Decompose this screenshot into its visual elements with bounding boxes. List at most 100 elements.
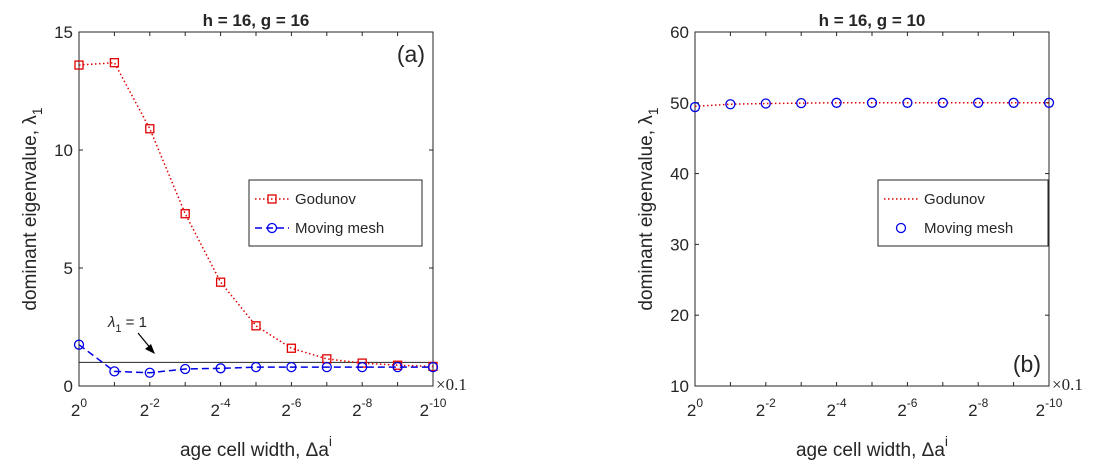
- data-point: [321, 361, 332, 373]
- legend-label: Moving mesh: [295, 220, 384, 237]
- x-tick-base: 2: [827, 401, 836, 420]
- data-point: [180, 363, 191, 375]
- series-godunov: [74, 58, 438, 372]
- data-point: [1043, 97, 1055, 108]
- data-point: [180, 209, 190, 219]
- chart-title: h = 16, g = 10: [819, 11, 926, 30]
- data-point: [866, 97, 878, 108]
- x-tick-label: 2-2: [756, 396, 776, 420]
- ref-label-lambda: λ: [107, 314, 115, 331]
- data-point: [392, 361, 403, 373]
- data-point: [357, 361, 368, 373]
- x-axis-label: age cell width, Δai: [180, 433, 332, 461]
- data-point: [1008, 97, 1019, 108]
- y-axis-label: dominant eigenvalue, λ1: [20, 107, 45, 310]
- legend-marker: [267, 194, 277, 204]
- x-tick-exponent: 0: [80, 396, 87, 410]
- x-tick-base: 2: [1036, 401, 1045, 420]
- y-tick-label: 0: [64, 377, 73, 396]
- legend-marker: [266, 222, 278, 234]
- data-point: [215, 277, 226, 287]
- x-tick-label: 2-10: [420, 396, 447, 420]
- y-tick-label: 5: [64, 259, 73, 278]
- x-tick-base: 2: [352, 401, 361, 420]
- x-tick-base: 2: [687, 401, 696, 420]
- legend-label: Moving mesh: [924, 220, 1013, 237]
- y-axis-label-text: dominant eigenvalue, λ: [20, 115, 41, 311]
- legend-entry: Moving mesh: [255, 220, 384, 237]
- series-line: [78, 61, 434, 368]
- ref-label-rest: = 1: [122, 314, 147, 331]
- series-moving-mesh: [689, 97, 1055, 113]
- data-point: [109, 58, 120, 68]
- legend-entry: Moving mesh: [895, 220, 1013, 237]
- y-tick-label: 10: [670, 377, 689, 396]
- data-point: [760, 98, 771, 109]
- x-tick-base: 2: [897, 401, 906, 420]
- x-tick-base: 2: [420, 401, 429, 420]
- x-tick-base: 2: [71, 401, 80, 420]
- x-axis-label: age cell width, Δai: [796, 433, 948, 461]
- x-tick-label: 2-8: [352, 396, 372, 420]
- legend-box: [248, 179, 423, 247]
- data-point: [109, 366, 120, 377]
- legend: Godunov Moving mesh: [248, 179, 423, 247]
- legend-marker: [895, 222, 907, 234]
- y-tick-label: 15: [54, 23, 73, 42]
- y-tick-label: 50: [670, 94, 689, 113]
- y-axis: 0 5 10 15: [54, 23, 433, 396]
- x-axis-label-text: age cell width, Δa: [796, 440, 945, 461]
- x-tick-exponent: -2: [149, 396, 160, 410]
- x-tick-exponent: -6: [907, 396, 918, 410]
- x-tick-exponent: -10: [429, 396, 447, 410]
- series-line: [694, 102, 1049, 108]
- series-moving-mesh: [73, 339, 439, 378]
- data-point: [902, 97, 913, 108]
- data-point: [831, 97, 842, 108]
- data-point: [144, 367, 155, 378]
- x-tick-label: 20: [71, 396, 87, 420]
- chart-title: h = 16, g = 16: [203, 11, 310, 30]
- x-tick-base: 2: [281, 401, 290, 420]
- data-point: [215, 363, 226, 374]
- x-tick-exponent: -4: [220, 396, 231, 410]
- x-tick-base: 2: [968, 401, 977, 420]
- y-tick-label: 40: [670, 165, 689, 184]
- x-tick-exponent: -8: [978, 396, 989, 410]
- data-point: [937, 97, 948, 108]
- data-point: [427, 361, 439, 373]
- x-tick-label: 2-8: [968, 396, 988, 420]
- x-tick-exponent: 0: [696, 396, 703, 410]
- legend-box: [877, 179, 1049, 247]
- data-point: [286, 361, 297, 373]
- x-tick-label: 2-10: [1036, 396, 1063, 420]
- y-axis: 10 20 30 40 50 60: [670, 23, 1049, 396]
- y-axis-label-sub: 1: [29, 107, 45, 115]
- annotation-arrow-head: [145, 344, 155, 354]
- panel-label: (b): [1013, 351, 1041, 377]
- x-axis-label-sup: i: [329, 433, 332, 449]
- x-tick-label: 2-6: [897, 396, 917, 420]
- x-multiplier: ×0.1: [436, 375, 467, 394]
- x-tick-label: 20: [687, 396, 703, 420]
- data-point: [725, 99, 736, 110]
- legend: Godunov Moving mesh: [877, 179, 1049, 247]
- x-axis-label-sup: i: [945, 433, 948, 449]
- x-tick-base: 2: [211, 401, 220, 420]
- x-axis-label-text: age cell width, Δa: [180, 440, 329, 461]
- data-point: [286, 343, 297, 353]
- y-axis-label: dominant eigenvalue, λ1: [636, 107, 661, 310]
- ref-label-sub: 1: [115, 323, 121, 335]
- x-tick-base: 2: [756, 401, 765, 420]
- data-point: [73, 339, 85, 350]
- x-tick-label: 2-4: [211, 396, 231, 420]
- data-point: [251, 321, 261, 331]
- x-tick-exponent: -10: [1045, 396, 1063, 410]
- y-tick-label: 60: [670, 23, 689, 42]
- x-tick-base: 2: [140, 401, 149, 420]
- data-point: [796, 98, 807, 109]
- data-point: [74, 60, 84, 70]
